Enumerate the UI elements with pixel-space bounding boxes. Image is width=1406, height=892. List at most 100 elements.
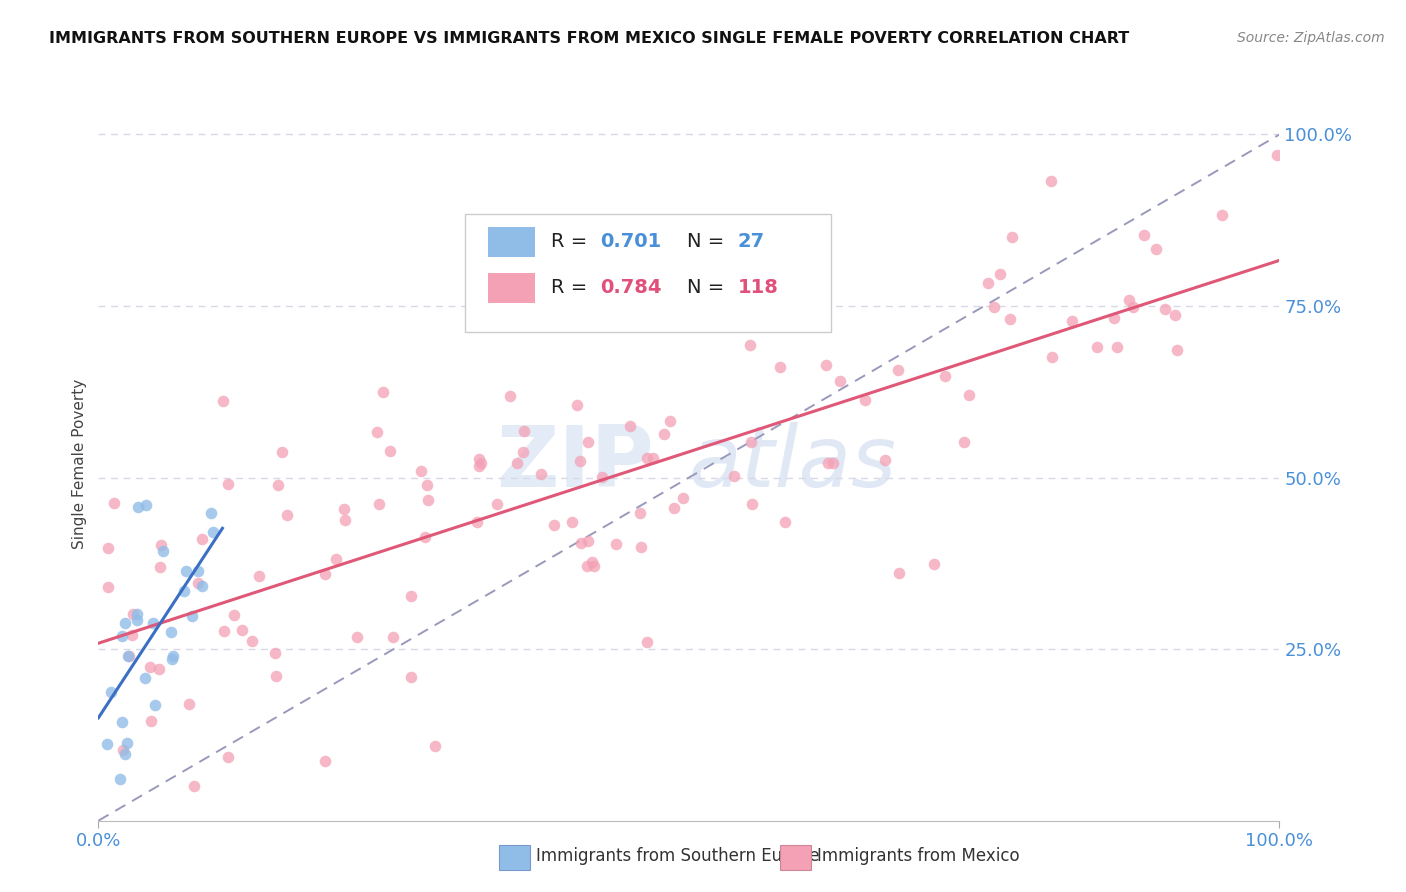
Point — [1144, 242, 1167, 256]
Point — [183, 780, 205, 794]
Point — [160, 624, 183, 639]
Point — [187, 564, 209, 578]
Point — [368, 497, 391, 511]
Point — [148, 662, 170, 676]
Point — [467, 459, 489, 474]
Point — [1132, 227, 1154, 242]
Point — [177, 698, 200, 712]
Point — [212, 394, 235, 409]
Text: R =: R = — [551, 278, 593, 297]
Point — [1163, 308, 1185, 322]
Point — [659, 414, 682, 428]
Point — [314, 566, 336, 581]
Point — [636, 634, 658, 648]
Point — [271, 445, 294, 459]
Point — [276, 508, 298, 523]
Point — [187, 575, 209, 590]
Point — [561, 515, 583, 529]
Point — [181, 608, 204, 623]
Point — [1085, 340, 1108, 354]
Point — [200, 506, 222, 520]
Point — [664, 314, 686, 328]
Point — [134, 671, 156, 685]
Text: 0.784: 0.784 — [600, 278, 662, 297]
Point — [264, 646, 287, 660]
Point — [578, 534, 600, 549]
Point — [423, 739, 446, 753]
Point — [486, 497, 509, 511]
Point — [314, 755, 336, 769]
Text: R =: R = — [551, 232, 593, 251]
Text: N =: N = — [686, 232, 730, 251]
Point — [605, 537, 627, 551]
Point — [565, 398, 588, 412]
Point — [346, 630, 368, 644]
Bar — [488, 227, 536, 257]
Point — [96, 738, 118, 752]
Point — [415, 530, 437, 544]
Point — [887, 363, 910, 377]
Point — [108, 772, 131, 787]
Point — [662, 501, 685, 516]
Point — [411, 463, 433, 477]
Point — [247, 569, 270, 583]
Point — [399, 670, 422, 684]
Point — [581, 555, 603, 569]
Point — [741, 497, 763, 511]
Point — [125, 607, 148, 621]
Point — [740, 434, 762, 449]
Point — [418, 493, 440, 508]
Point — [830, 374, 852, 388]
Text: Source: ZipAtlas.com: Source: ZipAtlas.com — [1237, 31, 1385, 45]
Point — [135, 498, 157, 512]
Point — [591, 470, 613, 484]
Point — [117, 649, 139, 664]
Point — [333, 501, 356, 516]
Point — [114, 747, 136, 761]
Point — [630, 540, 652, 554]
Point — [468, 451, 491, 466]
Point — [371, 385, 394, 400]
Text: atlas: atlas — [689, 422, 897, 506]
Point — [499, 388, 522, 402]
Point — [636, 450, 658, 465]
Point — [214, 624, 236, 639]
Point — [145, 698, 167, 713]
Point — [1000, 229, 1022, 244]
Point — [983, 300, 1005, 314]
Point — [934, 369, 956, 384]
Point — [325, 552, 347, 566]
Point — [576, 434, 599, 449]
Point — [512, 445, 534, 459]
Point — [775, 515, 797, 529]
Text: Immigrants from Mexico: Immigrants from Mexico — [817, 847, 1019, 865]
Point — [149, 560, 172, 574]
Point — [1118, 293, 1140, 307]
Point — [1060, 314, 1083, 328]
Point — [513, 425, 536, 439]
Point — [152, 544, 174, 558]
Point — [121, 628, 143, 642]
Point — [160, 652, 183, 666]
Point — [127, 500, 149, 514]
Point — [738, 338, 761, 352]
Point — [378, 444, 401, 458]
Point — [568, 454, 591, 468]
Point — [240, 633, 263, 648]
Point — [176, 564, 198, 578]
Point — [97, 541, 120, 555]
Text: ZIP: ZIP — [496, 422, 654, 506]
Point — [470, 456, 492, 470]
Point — [217, 749, 239, 764]
Point — [111, 714, 134, 729]
Point — [723, 469, 745, 483]
Y-axis label: Single Female Poverty: Single Female Poverty — [72, 379, 87, 549]
Point — [118, 648, 141, 663]
Point — [1166, 343, 1188, 357]
Point — [267, 477, 290, 491]
Point — [977, 277, 1000, 291]
Point — [769, 359, 792, 374]
Point — [202, 524, 225, 539]
Point — [173, 583, 195, 598]
Point — [231, 624, 253, 638]
